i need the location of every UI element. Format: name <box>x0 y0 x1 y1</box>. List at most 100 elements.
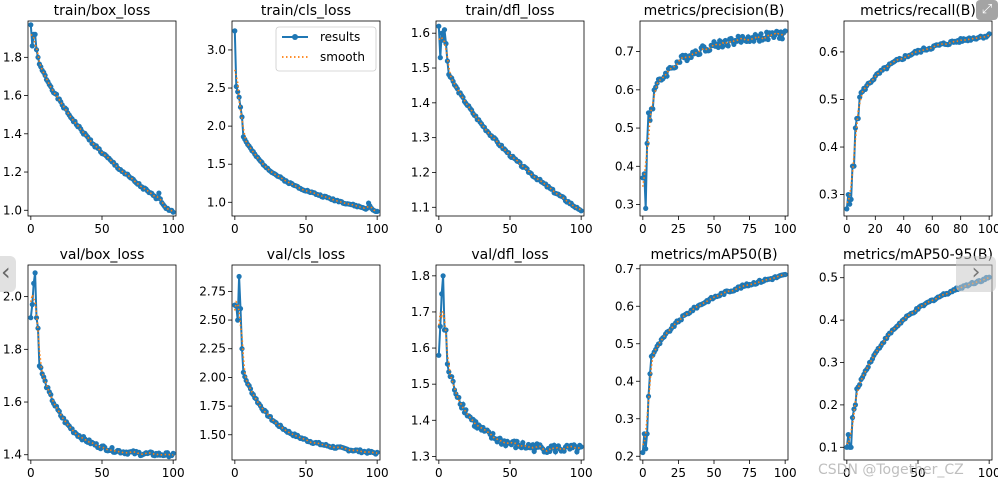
results-point <box>441 27 448 33</box>
x-tick-label: 100 <box>366 222 389 236</box>
y-tick-label: 1.8 <box>411 269 430 283</box>
x-tick-label: 25 <box>671 222 686 236</box>
results-point <box>697 51 703 57</box>
results-point <box>239 346 245 352</box>
y-tick-label: 1.8 <box>3 342 22 356</box>
plot-frame <box>435 264 585 461</box>
results-point <box>436 352 442 358</box>
y-tick-label: 0.3 <box>819 188 838 202</box>
results-point <box>247 386 254 392</box>
results-point <box>644 140 650 146</box>
results-point <box>561 448 567 454</box>
results-point <box>233 83 239 90</box>
plot-area <box>232 28 380 214</box>
y-tick-label: 0.3 <box>819 356 838 370</box>
x-tick-label: 50 <box>298 222 313 236</box>
legend: results smooth <box>275 26 377 72</box>
y-tick-label: 1.8 <box>3 50 22 64</box>
x-tick-label: 20 <box>868 222 883 236</box>
x-tick-label: 60 <box>925 222 940 236</box>
results-point <box>640 449 646 456</box>
subplot-val-cls-loss: val/cls_loss 0 50 100 1.50 1.75 2.00 2.25 2.50 2.… <box>199 247 388 480</box>
y-tick-label: 0.4 <box>615 159 634 173</box>
results-point <box>715 44 721 51</box>
results-point <box>779 36 785 42</box>
subplot-metrics-precision-b-: metrics/precision(B) 0 25 50 75 100 0.3 0.4 0.5 0… <box>615 3 797 236</box>
plot-area <box>436 23 584 214</box>
plot-area <box>28 22 176 215</box>
results-point <box>688 54 694 61</box>
smooth-line <box>438 35 582 211</box>
y-tick-label: 1.5 <box>411 61 430 75</box>
x-tick-label: 0 <box>639 466 647 480</box>
x-tick-label: 50 <box>706 466 721 480</box>
results-point <box>237 306 244 312</box>
y-tick-label: 1.6 <box>411 26 430 40</box>
y-tick-label: 1.4 <box>3 448 22 462</box>
results-point <box>235 317 241 323</box>
y-tick-label: 1.5 <box>411 377 430 391</box>
results-point <box>758 31 764 37</box>
plot-area <box>436 273 584 456</box>
y-tick-label: 1.0 <box>207 195 226 209</box>
y-tick-label: 2.0 <box>3 290 22 304</box>
y-tick-label: 0.3 <box>615 198 634 212</box>
results-point <box>645 110 652 116</box>
results-point <box>986 31 992 37</box>
results-point <box>851 163 857 169</box>
x-tick-label: 0 <box>27 466 35 480</box>
y-tick-label: 2.50 <box>199 313 226 327</box>
expand-button[interactable]: ⤢ <box>976 0 998 20</box>
results-point <box>847 201 853 207</box>
results-point <box>849 415 856 421</box>
next-image-button[interactable]: › <box>956 256 996 292</box>
plot-title: train/dfl_loss <box>465 3 554 19</box>
x-tick-label: 50 <box>94 222 109 236</box>
x-tick-label: 80 <box>953 222 968 236</box>
x-tick-label: 100 <box>366 466 389 480</box>
y-tick-label: 0.2 <box>615 449 634 463</box>
y-tick-label: 1.4 <box>411 96 430 110</box>
y-tick-label: 0.5 <box>819 271 838 285</box>
y-tick-label: 1.1 <box>411 200 430 214</box>
y-tick-label: 1.6 <box>411 341 430 355</box>
subplot-val-box-loss: val/box_loss 0 50 100 1.4 1.6 1.8 2.0 <box>3 247 185 480</box>
y-tick-label: 2.25 <box>199 342 226 356</box>
y-tick-label: 0.5 <box>819 92 838 106</box>
plot-area <box>28 270 176 460</box>
results-point <box>437 55 443 61</box>
y-tick-label: 3.0 <box>207 43 226 57</box>
plot-area <box>640 271 788 456</box>
results-point <box>28 315 34 321</box>
results-point <box>844 206 850 212</box>
results-point <box>647 371 653 377</box>
prev-image-button[interactable] <box>0 256 16 292</box>
smooth-line <box>234 300 378 454</box>
y-tick-label: 1.3 <box>411 449 430 463</box>
y-tick-label: 0.4 <box>819 140 838 154</box>
x-tick-label: 75 <box>742 222 757 236</box>
y-tick-label: 0.3 <box>615 412 634 426</box>
x-tick-label: 100 <box>570 222 593 236</box>
x-tick-label: 0 <box>435 222 443 236</box>
y-tick-label: 0.7 <box>615 262 634 276</box>
results-point <box>239 114 245 120</box>
results-point <box>852 402 859 408</box>
results-point <box>29 301 35 308</box>
results-point <box>845 432 851 438</box>
subplot-train-cls-loss: train/cls_loss 0 50 100 1.0 1.5 2.0 2.5 3.0 resul… <box>207 3 389 236</box>
y-tick-label: 0.6 <box>615 83 634 97</box>
plot-title: train/box_loss <box>54 3 151 19</box>
x-tick-label: 50 <box>94 466 109 480</box>
y-tick-label: 1.4 <box>3 127 22 141</box>
y-tick-label: 2.5 <box>207 81 226 95</box>
watermark: CSDN @Together_CZ <box>818 462 964 478</box>
x-tick-label: 100 <box>774 222 797 236</box>
results-point <box>707 47 713 53</box>
results-point <box>552 449 559 455</box>
results-point <box>678 317 684 323</box>
results-point <box>460 401 466 407</box>
x-tick-label: 0 <box>639 222 647 236</box>
x-tick-label: 0 <box>27 222 35 236</box>
